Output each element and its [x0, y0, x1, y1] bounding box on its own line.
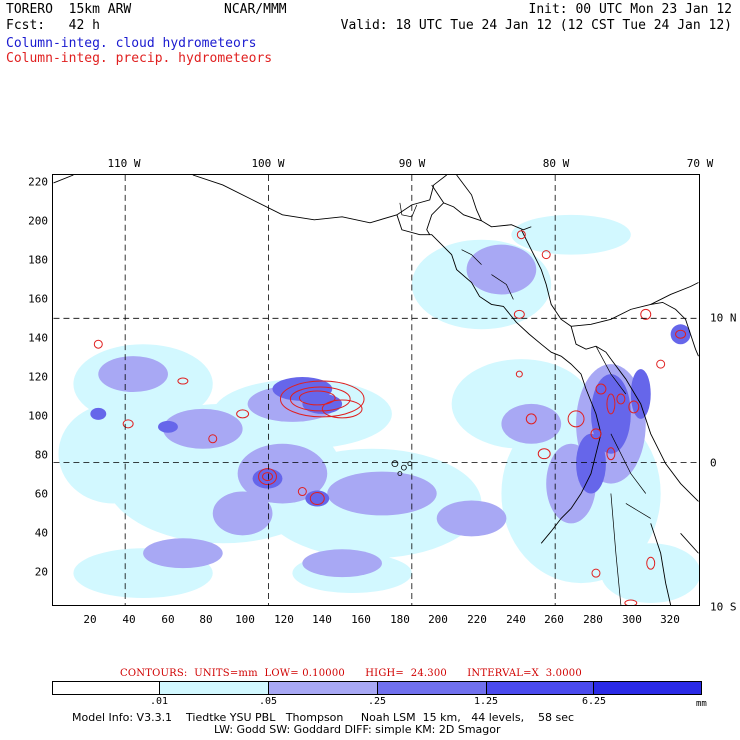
y-tick-180: 180 [28, 253, 48, 267]
lon-label-80w: 80 W [542, 157, 570, 170]
footer-model-info: Model Info: V3.3.1 Tiedtke YSU PBL Thomp… [72, 711, 575, 724]
lon-label-100w: 100 W [251, 157, 285, 170]
forecast-hour: Fcst: 42 h [6, 18, 100, 33]
y-tick-120: 120 [28, 370, 48, 384]
map-canvas [53, 175, 699, 605]
y-tick-160: 160 [28, 292, 48, 306]
lat-label-10n: 10 N [710, 311, 737, 325]
x-tick-300: 300 [622, 613, 642, 626]
x-tick-140: 140 [312, 613, 332, 626]
colorbar-segment-2 [160, 682, 269, 694]
lat-label-10s: 10 S [710, 600, 737, 614]
borders [399, 202, 651, 605]
coastlines [53, 175, 699, 605]
x-tick-240: 240 [506, 613, 526, 626]
x-tick-180: 180 [390, 613, 410, 626]
colorbar-label-1: .01 [149, 696, 169, 707]
x-tick-200: 200 [428, 613, 448, 626]
x-tick-80: 80 [199, 613, 213, 626]
y-tick-60: 60 [34, 487, 48, 501]
lon-label-110w: 110 W [107, 157, 141, 170]
lon-label-90w: 90 W [398, 157, 426, 170]
x-tick-320: 320 [660, 613, 680, 626]
x-tick-100: 100 [235, 613, 255, 626]
colorbar [52, 681, 702, 695]
x-tick-40: 40 [122, 613, 136, 626]
map-panel [52, 174, 700, 606]
x-tick-280: 280 [583, 613, 603, 626]
model-title: TORERO 15km ARW [6, 2, 132, 17]
y-tick-80: 80 [34, 448, 48, 462]
x-tick-220: 220 [467, 613, 487, 626]
y-tick-40: 40 [34, 526, 48, 540]
colorbar-unit: mm [696, 699, 707, 709]
init-time: Init: 00 UTC Mon 23 Jan 12 [528, 2, 733, 17]
colorbar-segment-5 [487, 682, 594, 694]
x-tick-160: 160 [351, 613, 371, 626]
lon-label-70w: 70 W [686, 157, 714, 170]
colorbar-segment-4 [378, 682, 487, 694]
field-cloud-label: Column-integ. cloud hydrometeors [6, 36, 257, 51]
colorbar-segment-1 [53, 682, 160, 694]
x-tick-260: 260 [544, 613, 564, 626]
colorbar-label-4: 1.25 [473, 696, 499, 707]
colorbar-label-3: .25 [367, 696, 387, 707]
galapagos-islands [391, 460, 413, 476]
x-tick-120: 120 [274, 613, 294, 626]
contour-info: CONTOURS: UNITS=mm LOW= 0.10000 HIGH= 24… [120, 668, 582, 679]
lat-label-0: 0 [710, 456, 717, 470]
colorbar-segment-3 [269, 682, 378, 694]
colorbar-segment-6 [594, 682, 701, 694]
colorbar-label-5: 6.25 [581, 696, 607, 707]
field-precip-label: Column-integ. precip. hydrometeors [6, 51, 273, 66]
x-tick-60: 60 [161, 613, 175, 626]
cloud-shading-medium [98, 244, 646, 578]
y-tick-220: 220 [28, 175, 48, 189]
x-tick-20: 20 [83, 613, 97, 626]
y-tick-140: 140 [28, 331, 48, 345]
valid-time: Valid: 18 UTC Tue 24 Jan 12 (12 CST Tue … [340, 18, 732, 33]
y-tick-20: 20 [34, 565, 48, 579]
y-tick-200: 200 [28, 214, 48, 228]
colorbar-label-2: .05 [258, 696, 278, 707]
precip-contours [93, 230, 687, 605]
footer-physics-info: LW: Godd SW: Goddard DIFF: simple KM: 2D… [214, 723, 501, 736]
org-label: NCAR/MMM [224, 2, 287, 17]
y-tick-100: 100 [28, 409, 48, 423]
